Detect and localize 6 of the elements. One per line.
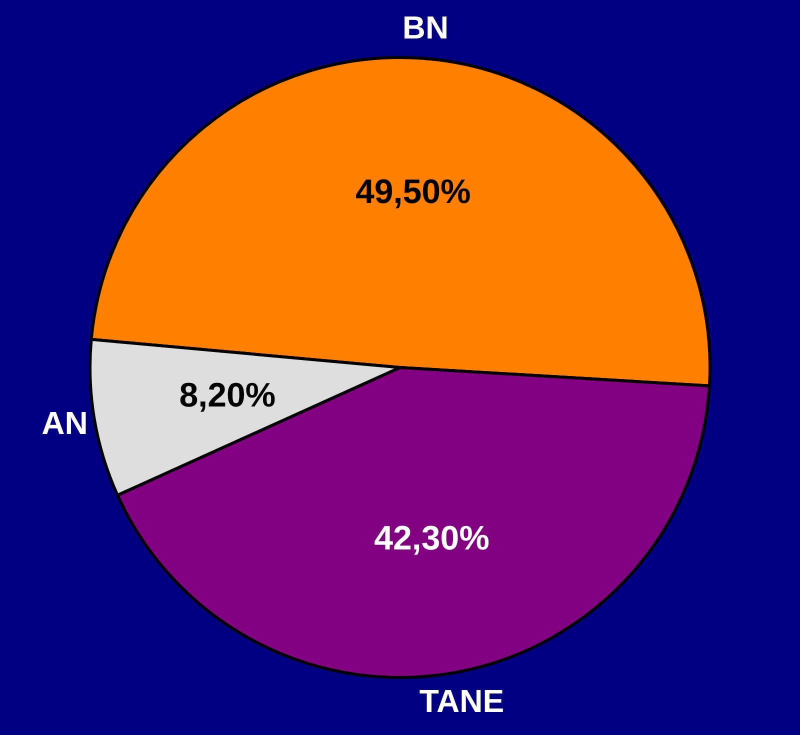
data-label: 8,20%: [179, 376, 276, 415]
data-label: 49,50%: [355, 172, 471, 211]
data-label: 42,30%: [374, 520, 490, 558]
slice-label: TANE: [419, 682, 504, 719]
slice-label: BN: [402, 9, 449, 46]
slice-label: AN: [42, 404, 88, 441]
